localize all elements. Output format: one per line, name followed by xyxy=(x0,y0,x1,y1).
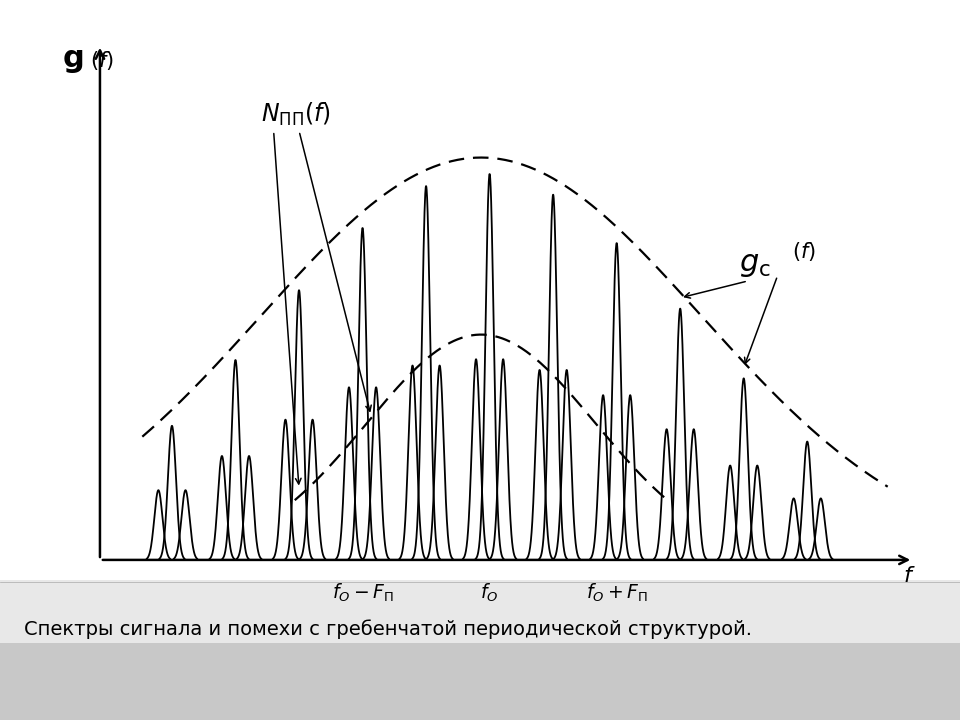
Text: $(f)$: $(f)$ xyxy=(90,50,113,73)
Text: $f_O - F_{\Pi}$: $f_O - F_{\Pi}$ xyxy=(331,581,394,603)
Text: $f$: $f$ xyxy=(902,566,915,586)
Text: $(f)$: $(f)$ xyxy=(792,240,816,263)
Text: $g_{\rm c}$: $g_{\rm c}$ xyxy=(739,251,771,279)
Text: $N_{\Pi\Pi}(f)$: $N_{\Pi\Pi}(f)$ xyxy=(261,101,331,128)
Bar xyxy=(0,580,960,643)
Text: Спектры сигнала и помехи с гребенчатой периодической структурой.: Спектры сигнала и помехи с гребенчатой п… xyxy=(24,619,752,639)
Text: $f_O$: $f_O$ xyxy=(480,581,499,603)
Text: $\mathbf{g}$: $\mathbf{g}$ xyxy=(61,47,84,76)
Text: $f_O + F_{\Pi}$: $f_O + F_{\Pi}$ xyxy=(586,581,648,603)
